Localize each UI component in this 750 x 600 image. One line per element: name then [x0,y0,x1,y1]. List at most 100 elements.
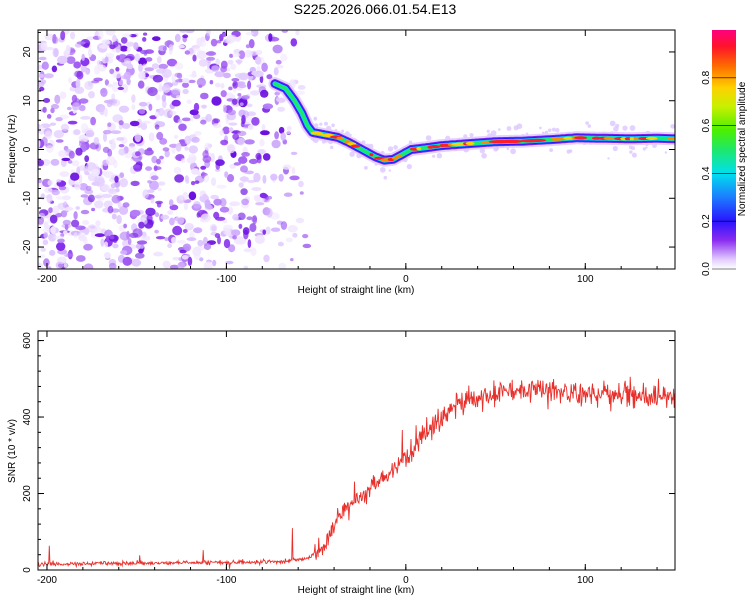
noise-blob [43,221,49,229]
snr-ticks: -200 -100 0 100 0 200 400 600 [22,331,675,586]
noise-blob [182,77,190,84]
noise-blob [229,201,241,207]
noise-blob [154,229,159,234]
noise-blob [38,159,45,167]
noise-blob [172,225,183,236]
noise-blob [219,206,230,213]
noise-blob [232,81,238,89]
noise-blob [225,67,231,72]
noise-blob [162,45,167,52]
halo-dot [349,151,355,157]
noise-blob [253,172,261,183]
noise-blob [118,144,125,148]
noise-blob [290,151,298,155]
halo-dot [551,127,556,132]
halo-dot [615,123,620,128]
halo-dot [364,166,368,170]
noise-blob [159,138,168,145]
noise-blob [131,258,142,267]
noise-blob [71,160,80,167]
noise-blob [230,63,237,70]
noise-blob [210,194,219,200]
noise-blob [227,109,236,116]
noise-blob [238,83,247,89]
noise-blob [200,119,207,125]
noise-blob [56,179,62,183]
noise-blob [206,56,216,61]
noise-blob [222,104,227,113]
noise-blob [104,107,108,117]
noise-blob [220,83,225,89]
noise-blob [161,84,171,93]
noise-blob [73,232,78,239]
noise-blob [151,63,159,69]
noise-blob [120,250,128,255]
noise-blob [211,65,220,72]
noise-blob [83,237,88,245]
x-tick-label: -200 [37,274,57,285]
noise-blob [78,134,89,143]
noise-blob [119,45,129,52]
noise-blob [160,214,170,220]
noise-blob [223,72,231,79]
ridge-hotspot [465,141,475,146]
noise-blob [101,39,111,45]
noise-blob [182,243,192,252]
noise-blob [245,116,253,123]
noise-blob [82,220,90,225]
noise-blob [286,126,292,131]
noise-blob [150,175,159,181]
noise-blob [174,216,185,225]
noise-blob [63,230,68,235]
noise-blob [38,216,44,225]
y-tick-label: 10 [22,95,33,107]
noise-blob [283,192,293,197]
noise-blob [135,252,145,259]
noise-blob [144,235,151,241]
noise-blob [216,184,227,189]
noise-blob [278,126,285,134]
noise-blob [85,129,95,138]
noise-blob [84,155,90,163]
noise-blob [261,62,268,72]
ridge-hotspot [336,136,344,140]
noise-blob [144,67,154,72]
noise-blob [268,33,273,42]
noise-blob [44,130,53,140]
noise-blob [131,104,136,111]
noise-blob [262,103,274,110]
noise-blob [62,201,68,209]
noise-blob [75,147,83,156]
noise-blob [78,140,86,148]
spectrogram-noise [38,30,675,269]
noise-blob [138,248,144,254]
y-tick-label: 600 [22,332,33,349]
noise-blob [116,214,122,225]
noise-blob [173,134,179,139]
noise-blob [215,58,221,66]
noise-blob [60,30,66,41]
x-tick-label: 0 [403,575,409,586]
noise-blob [266,74,273,80]
noise-blob [280,221,288,230]
noise-blob [50,103,60,110]
noise-blob [142,37,147,42]
noise-blob [80,194,89,198]
halo-dot [587,124,592,128]
noise-blob [93,137,100,145]
noise-blob [255,202,265,206]
noise-blob [71,219,80,228]
ridge-hotspot [428,145,441,149]
noise-blob [38,139,41,149]
x-tick-label: -200 [37,575,57,586]
noise-blob [74,86,85,94]
noise-blob [214,233,221,239]
noise-blob [118,105,130,113]
noise-blob [222,126,230,135]
colorbar-tick-label: 0.0 [701,262,712,276]
noise-blob [108,188,118,195]
noise-blob [223,238,231,249]
noise-blob [145,57,153,62]
noise-blob [112,243,119,249]
noise-blob [224,171,229,178]
